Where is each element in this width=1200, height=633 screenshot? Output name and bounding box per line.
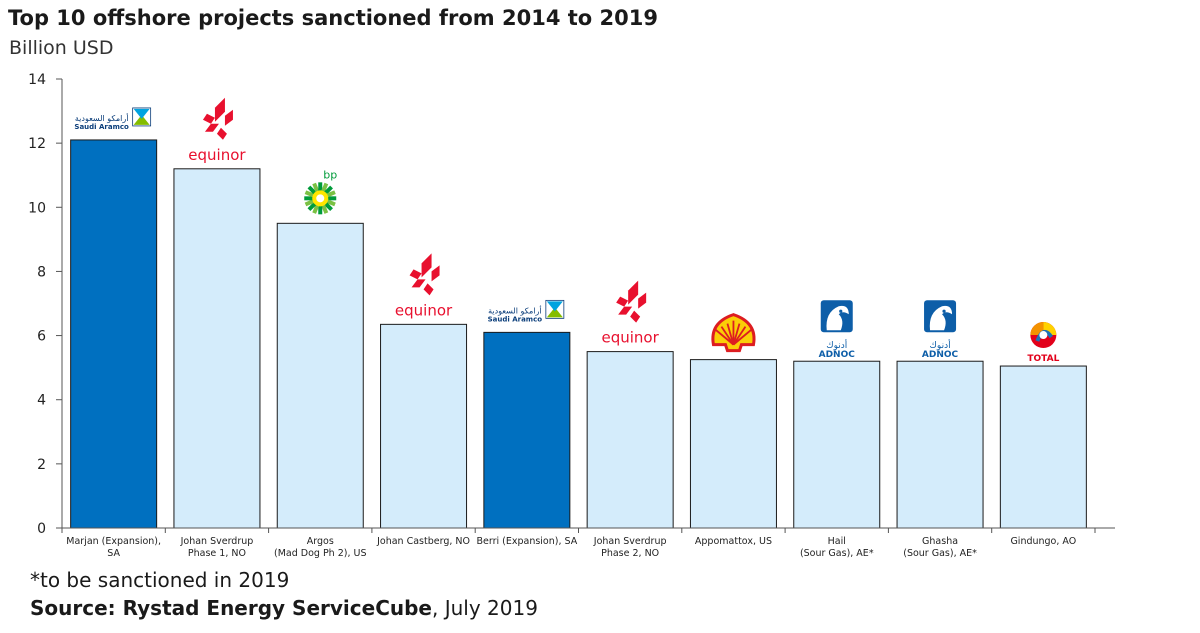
total-logo: TOTAL [1027, 322, 1060, 364]
x-tick-label: Gindungo, AO [1010, 536, 1076, 547]
equinor-star-icon [202, 97, 233, 140]
bar-1 [70, 139, 158, 529]
aramco-latin-wordmark: Saudi Aramco [488, 315, 543, 323]
y-tick-label: 0 [37, 521, 46, 537]
bar-4 [380, 323, 468, 529]
aramco-arabic-wordmark: أرامكو السعودية [75, 113, 129, 123]
aramco-icon [545, 299, 565, 319]
x-tick-label: Argos (Mad Dog Ph 2), US [274, 536, 367, 559]
bar-7 [689, 359, 777, 529]
bar-9 [896, 360, 984, 529]
total-icon [1030, 322, 1057, 349]
chart-title: Top 10 offshore projects sanctioned from… [8, 6, 658, 30]
equinor-logo: equinor [395, 253, 453, 319]
shell-logo [711, 313, 756, 353]
y-tick-label: 6 [37, 329, 46, 345]
aramco-latin-wordmark: Saudi Aramco [74, 123, 129, 131]
equinor-star-icon [616, 280, 647, 323]
aramco-arabic-wordmark: أرامكو السعودية [488, 305, 542, 315]
bp-helios-icon [304, 182, 337, 215]
equinor-wordmark: equinor [602, 329, 660, 347]
y-tick-label: 2 [37, 457, 46, 473]
x-tick-label: Johan Sverdrup Phase 2, NO [593, 536, 667, 559]
shell-pecten-icon [711, 313, 756, 353]
adnoc-latin-wordmark: ADNOC [819, 350, 856, 360]
bar-2 [173, 168, 261, 529]
adnoc-falcon-icon [820, 300, 853, 333]
source-name: Source: Rystad Energy ServiceCube [30, 596, 432, 620]
source-date: , July 2019 [432, 596, 538, 620]
bp-logo: bp [304, 168, 337, 215]
bar-10 [999, 365, 1087, 529]
adnoc-falcon-icon [924, 300, 957, 333]
equinor-star-icon [409, 253, 440, 296]
adnoc-arabic-wordmark: أدنوك [826, 339, 847, 351]
equinor-wordmark: equinor [395, 301, 453, 319]
equinor-wordmark: equinor [188, 146, 246, 164]
equinor-logo: equinor [602, 280, 660, 347]
x-tick-label: Appomattox, US [695, 536, 772, 547]
aramco-icon [132, 107, 152, 127]
x-tick-label: Marjan (Expansion), SA [66, 536, 161, 559]
y-tick-label: 12 [28, 136, 46, 152]
y-axis-unit-label: Billion USD [9, 37, 114, 59]
total-wordmark: TOTAL [1027, 354, 1059, 364]
x-tick-label: Johan Castberg, NO [376, 536, 470, 547]
footnote: *to be sanctioned in 2019 [30, 568, 290, 592]
y-tick-label: 4 [37, 393, 46, 409]
bar-6 [586, 351, 674, 529]
bp-wordmark: bp [323, 168, 337, 181]
bar-3 [276, 222, 364, 529]
source-note: Source: Rystad Energy ServiceCube, July … [30, 596, 538, 620]
y-tick-label: 14 [28, 72, 46, 88]
adnoc-arabic-wordmark: أدنوك [930, 339, 951, 351]
y-tick-label: 8 [37, 264, 46, 280]
x-tick-label: Berri (Expansion), SA [476, 536, 577, 547]
adnoc-latin-wordmark: ADNOC [922, 350, 959, 360]
y-tick-label: 10 [28, 200, 46, 216]
bar-8 [793, 360, 881, 529]
equinor-logo: equinor [188, 97, 246, 164]
bar-5 [483, 331, 571, 529]
x-tick-label: Johan Sverdrup Phase 1, NO [180, 536, 254, 559]
x-tick-label: Hail (Sour Gas), AE* [800, 536, 874, 559]
x-tick-label: Ghasha (Sour Gas), AE* [903, 536, 977, 559]
